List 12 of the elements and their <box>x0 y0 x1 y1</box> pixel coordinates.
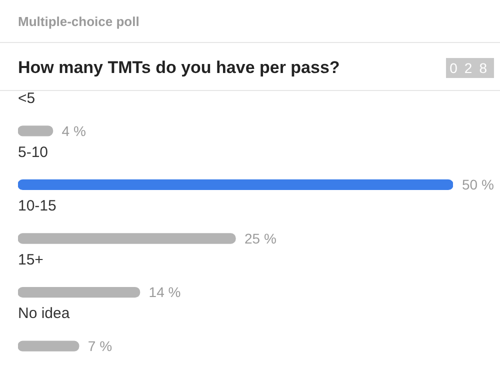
data-label: 14 % <box>148 284 181 300</box>
y-tick-label: <5 <box>18 90 36 108</box>
chart-title: How many TMTs do you have per pass? <box>18 58 340 78</box>
y-tick-label: 10-15 <box>18 198 56 215</box>
data-label: 50 % <box>462 176 494 193</box>
data-label: 4 % <box>62 122 86 139</box>
y-tick-label: No idea <box>18 305 70 322</box>
data-label: 7 % <box>88 338 112 354</box>
data-label: 25 % <box>244 230 276 246</box>
y-tick-label: 5-10 <box>18 144 48 161</box>
y-tick-label: 15+ <box>18 251 44 268</box>
text: Multiple-choice poll <box>18 14 140 29</box>
